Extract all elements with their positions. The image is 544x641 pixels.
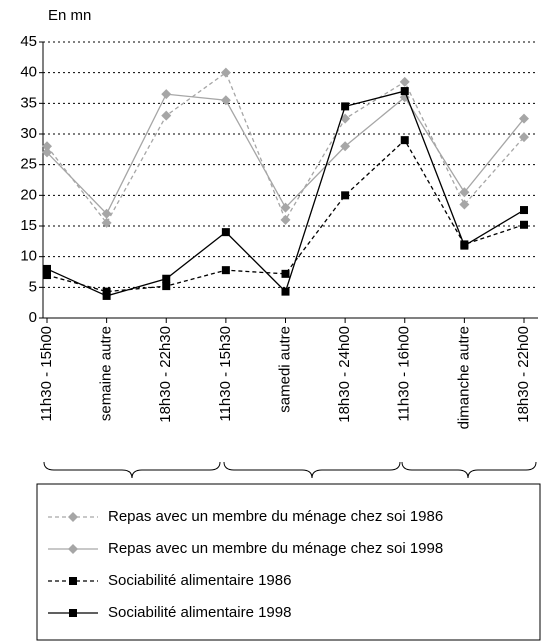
data-point — [220, 95, 231, 106]
data-point — [102, 287, 111, 296]
legend-label: Sociabilité alimentaire 1998 — [108, 604, 291, 621]
data-point — [280, 202, 291, 213]
data-point — [220, 67, 231, 78]
series-line — [46, 90, 525, 297]
y-axis-label: En mn — [48, 7, 91, 24]
x-tick-label: 11h30 - 15h30 — [217, 326, 234, 422]
data-point — [341, 191, 350, 200]
y-tick-label: 30 — [20, 125, 37, 142]
group-braces — [43, 461, 537, 479]
data-point — [341, 102, 350, 111]
y-tick-label: 10 — [20, 248, 37, 265]
data-point — [221, 266, 230, 275]
data-point — [520, 206, 528, 215]
data-point — [459, 187, 470, 198]
x-tick-label: 18h30 - 22h30 — [157, 326, 174, 423]
y-tick-label: 5 — [29, 278, 37, 295]
data-point — [340, 141, 351, 152]
data-point — [519, 132, 529, 143]
x-tick-label: 11h30 - 15h00 — [38, 326, 55, 422]
y-tick-label: 15 — [20, 217, 37, 234]
data-point — [43, 271, 51, 280]
data-point — [101, 217, 112, 228]
y-tick-label: 35 — [20, 94, 37, 111]
x-tick-label: dimanche autre — [455, 326, 472, 429]
legend-label: Repas avec un membre du ménage chez soi … — [108, 508, 443, 525]
legend-marker — [68, 512, 78, 522]
legend-box — [36, 483, 541, 641]
legend-marker — [68, 544, 78, 554]
data-point — [520, 220, 528, 229]
x-tick-label: semaine autre — [98, 326, 115, 421]
y-tick-label: 25 — [20, 156, 37, 173]
data-point — [281, 269, 290, 278]
data-point — [519, 113, 529, 124]
y-tick-label: 20 — [20, 186, 37, 203]
data-point — [280, 214, 291, 225]
x-tick-label: 18h30 - 22h00 — [515, 326, 532, 423]
data-point — [400, 87, 409, 96]
legend-marker — [69, 609, 77, 617]
data-point — [101, 208, 112, 219]
data-point — [281, 287, 290, 296]
data-point — [42, 147, 52, 158]
data-point — [161, 89, 172, 100]
data-point — [459, 199, 470, 210]
data-point — [221, 228, 230, 237]
y-tick-label: 0 — [29, 309, 37, 326]
x-tick-label: 11h30 - 16h00 — [396, 326, 413, 422]
x-tick-label: samedi autre — [276, 326, 293, 413]
legend-label: Sociabilité alimentaire 1986 — [108, 572, 291, 589]
data-point — [43, 264, 51, 273]
x-tick-label: 18h30 - 24h00 — [336, 326, 353, 423]
data-point — [162, 274, 171, 283]
data-point — [399, 76, 410, 87]
data-point — [400, 136, 409, 145]
legend-label: Repas avec un membre du ménage chez soi … — [108, 540, 443, 557]
y-tick-label: 40 — [20, 64, 37, 81]
data-point — [162, 282, 171, 291]
legend-marker — [69, 577, 77, 585]
data-point — [460, 241, 469, 250]
series-line — [46, 71, 525, 225]
y-tick-label: 45 — [20, 33, 37, 50]
data-point — [161, 110, 172, 121]
data-point — [102, 291, 111, 300]
data-point — [42, 141, 52, 152]
